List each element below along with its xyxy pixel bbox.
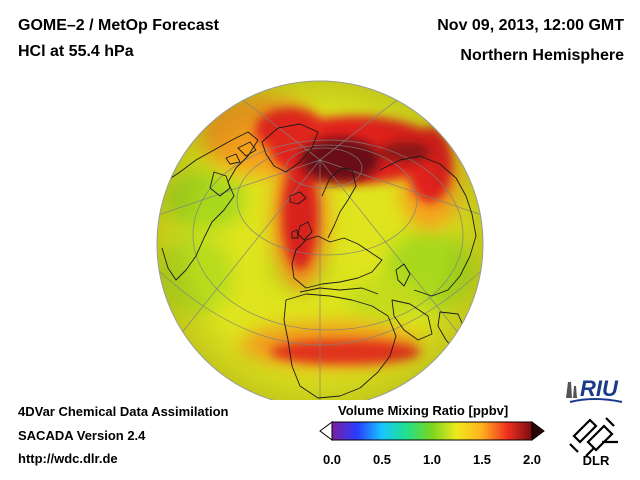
dlr-logo-mark bbox=[569, 417, 618, 457]
globe-map bbox=[156, 80, 484, 400]
title-species-level: HCl at 55.4 hPa bbox=[18, 43, 134, 60]
graticule-lon-w135 bbox=[229, 89, 321, 161]
graticule-lon-e45 bbox=[319, 159, 461, 336]
graticule-lon-w90 bbox=[157, 159, 321, 216]
title-product: GOME–2 / MetOp Forecast bbox=[18, 17, 219, 34]
map-region: Northern Hemisphere bbox=[460, 47, 624, 64]
globe-outline bbox=[156, 80, 484, 400]
coast-caspian bbox=[395, 263, 411, 287]
colorbar-tick-3: 1.5 bbox=[472, 452, 492, 467]
colorbar-title: Volume Mixing Ratio [ppbv] bbox=[338, 403, 509, 418]
colorbar-body bbox=[331, 421, 533, 441]
coast-iceland bbox=[289, 191, 307, 205]
coast-asia-east bbox=[379, 155, 477, 297]
colorbar-arrow-low bbox=[319, 421, 333, 441]
colorbar bbox=[319, 421, 545, 441]
globe-field bbox=[157, 81, 483, 400]
graticule-lat-50 bbox=[236, 144, 418, 256]
coast-hudson-bay bbox=[209, 171, 231, 197]
graticule-lon-e135 bbox=[319, 89, 411, 161]
coast-africa bbox=[283, 293, 397, 399]
colorbar-tick-2: 1.0 bbox=[422, 452, 442, 467]
dlr-logo: DLR bbox=[569, 417, 618, 468]
colorbar-tick-0: 0.0 bbox=[322, 452, 342, 467]
coast-europe bbox=[291, 235, 383, 289]
riu-logo-text: RIU bbox=[580, 376, 619, 401]
colorbar-tick-1: 0.5 bbox=[372, 452, 392, 467]
footer-version: SACADA Version 2.4 bbox=[18, 428, 146, 443]
coast-greenland bbox=[261, 123, 319, 173]
graticule-lat-70 bbox=[285, 147, 363, 189]
coast-mediterranean bbox=[299, 287, 379, 295]
coast-scandinavia bbox=[321, 167, 357, 239]
coast-british-isles bbox=[291, 221, 313, 241]
colorbar-arrow-high bbox=[531, 421, 545, 441]
colorbar-tick-4: 2.0 bbox=[522, 452, 542, 467]
riu-logo: RIU bbox=[566, 376, 623, 403]
riu-logo-mark bbox=[566, 382, 577, 398]
coast-arctic-islands bbox=[225, 141, 257, 165]
footer-url: http://wdc.dlr.de bbox=[18, 451, 118, 466]
dlr-logo-text: DLR bbox=[583, 453, 610, 468]
graticule-lon-w45 bbox=[179, 159, 321, 336]
footer-method: 4DVar Chemical Data Assimilation bbox=[18, 404, 229, 419]
graticule-lat-30 bbox=[192, 139, 464, 331]
riu-logo-swoosh bbox=[569, 398, 623, 403]
forecast-datetime: Nov 09, 2013, 12:00 GMT bbox=[437, 17, 624, 34]
coast-arabia bbox=[391, 299, 433, 341]
